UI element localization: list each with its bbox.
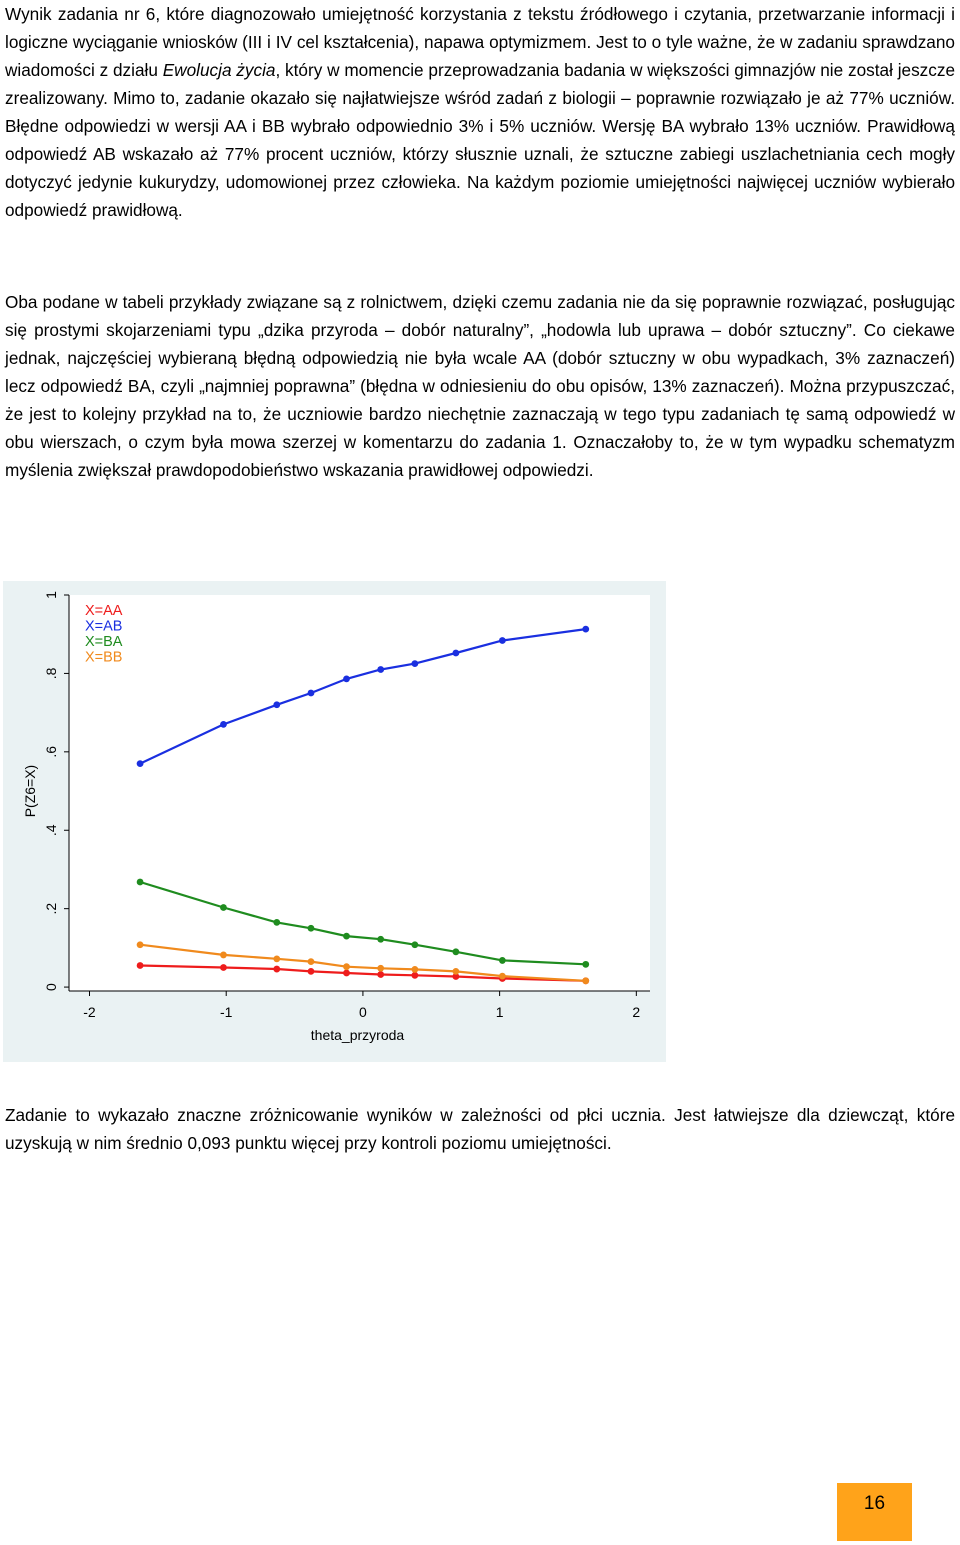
data-point-x-ba xyxy=(582,960,590,968)
data-point-x-ba xyxy=(411,941,419,949)
data-point-x-ba xyxy=(343,932,350,940)
x-tick-label: 2 xyxy=(632,1004,640,1020)
paragraph-analysis: Oba podane w tabeli przykłady związane s… xyxy=(5,292,955,480)
item-characteristic-chart: 0 .2 .4 .6 .8 1 -2 -1 0 1 2 theta_przyroda P(Z6=X) X=… xyxy=(3,581,666,1062)
paragraph-intro-part-2: , który w momencie przeprowadzania badan… xyxy=(5,60,956,220)
data-point-x-bb xyxy=(498,972,506,980)
data-point-x-ab xyxy=(582,625,590,633)
data-point-x-ba xyxy=(220,904,227,911)
data-point-x-bb xyxy=(273,955,281,963)
page-number-badge: 16 xyxy=(837,1483,912,1541)
data-point-x-ab xyxy=(343,675,350,683)
data-point-x-bb xyxy=(343,963,350,971)
data-point-x-bb xyxy=(307,958,315,965)
legend-entry-x-bb: X=BB xyxy=(85,650,122,666)
page-number: 16 xyxy=(863,1493,886,1514)
data-point-x-aa xyxy=(220,964,227,971)
data-point-x-ba xyxy=(273,918,281,926)
data-point-x-ab xyxy=(411,660,419,668)
data-point-x-ba xyxy=(136,878,144,886)
y-tick-label: .8 xyxy=(43,667,59,679)
data-point-x-aa xyxy=(273,965,281,973)
data-point-x-aa xyxy=(411,971,419,979)
paragraph-intro-part-1: Wynik zadania nr 6, które diagnozowało u… xyxy=(5,4,955,80)
paragraph-intro-emphasis: Ewolucja życia xyxy=(162,60,276,80)
y-tick-label: .6 xyxy=(43,746,59,758)
series-line-x-ba xyxy=(139,880,586,966)
data-point-x-aa xyxy=(452,973,460,980)
y-tick-label: 0 xyxy=(43,983,59,991)
x-axis-title: theta_przyroda xyxy=(311,1027,405,1043)
data-point-x-ba xyxy=(377,935,385,943)
series-line-x-ab xyxy=(139,628,586,765)
data-point-x-bb xyxy=(136,941,144,949)
y-axis-title: P(Z6=X) xyxy=(22,765,38,818)
series-line-x-aa xyxy=(140,964,586,982)
data-point-x-aa xyxy=(377,971,385,978)
y-tick-label: .2 xyxy=(43,903,59,915)
data-point-x-aa xyxy=(136,962,144,969)
data-point-x-bb xyxy=(411,966,419,973)
data-point-x-aa xyxy=(343,969,350,977)
data-point-x-bb xyxy=(582,977,590,985)
data-point-x-ba xyxy=(452,948,460,956)
legend-entry-x-ab: X=AB xyxy=(85,619,122,635)
data-point-x-bb xyxy=(452,967,460,975)
x-tick-label: -1 xyxy=(220,1004,233,1020)
data-point-x-aa xyxy=(307,967,315,975)
paragraph-gender-difference: Zadanie to wykazało znaczne zróżnicowani… xyxy=(5,1105,955,1153)
data-point-x-bb xyxy=(220,951,227,959)
y-tick-label: 1 xyxy=(43,591,59,599)
y-tick-label: .4 xyxy=(43,824,59,836)
data-point-x-bb xyxy=(377,964,385,972)
x-tick-label: 1 xyxy=(496,1004,504,1020)
data-point-x-ab xyxy=(377,666,385,673)
data-point-x-ab xyxy=(452,649,460,657)
x-tick-label: 0 xyxy=(359,1004,367,1020)
series-line-x-bb xyxy=(139,943,586,982)
data-point-x-ab xyxy=(307,689,315,697)
legend-entry-x-ba: X=BA xyxy=(85,634,123,650)
chart-svg: 0 .2 .4 .6 .8 1 -2 -1 0 1 2 theta_przyroda P(Z6=X) X=… xyxy=(22,591,650,1043)
data-point-x-ab xyxy=(498,637,506,644)
x-tick-label: -2 xyxy=(83,1004,96,1020)
data-point-x-ba xyxy=(498,957,506,964)
data-point-x-ab xyxy=(136,760,144,767)
data-point-x-ab xyxy=(273,701,281,709)
plot-area xyxy=(69,595,650,991)
data-point-x-ba xyxy=(307,924,315,932)
paragraph-intro: Wynik zadania nr 6, które diagnozowało u… xyxy=(5,0,955,224)
data-point-x-ab xyxy=(220,720,227,728)
legend-entry-x-aa: X=AA xyxy=(85,603,123,619)
